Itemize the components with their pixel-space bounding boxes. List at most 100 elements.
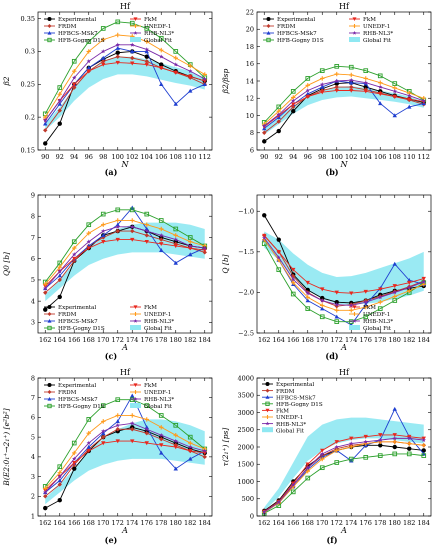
caption-a: (a) [104, 167, 118, 177]
y-tick-label: 6 [250, 146, 254, 154]
point-gogny [290, 489, 296, 495]
x-tick-label: 172 [112, 519, 124, 527]
point-fam [101, 239, 106, 244]
point-rhb [159, 54, 164, 59]
point-fam [173, 70, 178, 75]
point-experimental [115, 50, 120, 55]
legend-marker-unedf [352, 24, 357, 28]
legend-marker-unedf [133, 390, 138, 394]
point-unedf [349, 72, 354, 78]
x-tick-label: 164 [273, 519, 285, 527]
point-rhb [421, 279, 426, 284]
point-rhb [202, 76, 207, 81]
point-frdm [173, 241, 178, 247]
point-unedf [159, 47, 164, 53]
series-line-fam [44, 239, 205, 287]
point-gogny [57, 85, 63, 90]
point-rhb [276, 112, 281, 117]
chart-title: Hf [339, 2, 350, 11]
legend-marker-experimental [47, 305, 52, 309]
legend-swatch-global [349, 37, 360, 42]
point-rhb [291, 98, 296, 103]
legend-label-fam: FkM [144, 383, 157, 389]
series-line-fam [44, 440, 205, 491]
legend-label-hfbcs: HFBCS-MSk7 [58, 319, 98, 325]
x-tick-label: 94 [70, 153, 78, 161]
point-unedf [188, 239, 193, 244]
x-tick-label: 112 [418, 153, 430, 161]
point-rhb [305, 290, 310, 296]
x-tick-label: 180 [389, 519, 401, 527]
point-gogny [363, 68, 369, 73]
y-tick-label: 9 [31, 191, 35, 199]
point-rhb [130, 224, 135, 229]
point-unedf [130, 218, 135, 223]
point-rhb [57, 98, 62, 103]
x-tick-label: 180 [170, 519, 182, 527]
point-gogny [305, 76, 311, 81]
point-hfbcs [115, 222, 120, 227]
point-rhb [262, 235, 267, 240]
caption-b: (b) [325, 167, 339, 177]
legend-marker-unedf [133, 312, 138, 316]
point-unedf [144, 417, 149, 422]
point-rhb [392, 290, 397, 295]
point-fam [159, 443, 164, 448]
legend-label-experimental: Experimental [276, 382, 314, 388]
point-gogny [57, 464, 63, 470]
x-tick-label: 178 [155, 519, 167, 527]
point-rhb [262, 123, 267, 128]
point-frdm [202, 454, 207, 460]
y-tick-label: 4 [31, 297, 35, 305]
series-line-gogny [44, 21, 206, 115]
point-fam [159, 66, 164, 71]
point-gogny [348, 456, 354, 462]
y-tick-label: 2000 [237, 443, 254, 451]
point-hfbcs [86, 444, 91, 449]
point-fam [188, 449, 193, 454]
point-unedf [115, 32, 120, 38]
x-tick-label: 102 [345, 153, 357, 161]
point-fam [130, 237, 135, 242]
legend-marker-unedf [265, 415, 270, 419]
point-rhb [173, 438, 178, 443]
x-tick-label: 180 [170, 336, 182, 344]
point-hfbcs [159, 450, 164, 455]
y-tick-label: 1500 [237, 461, 254, 469]
point-experimental [57, 121, 62, 126]
legend-marker-experimental [266, 17, 271, 21]
point-unedf [86, 49, 91, 54]
legend-label-gogny: HFB-Gogny D1S [276, 402, 323, 408]
legend-label-rhb: RHB-NL3* [144, 319, 174, 325]
x-tick-label: 92 [275, 153, 283, 161]
point-frdm [144, 59, 149, 64]
point-fam [188, 74, 193, 79]
point-hfbcs [115, 419, 120, 424]
y-tick-label: 6 [31, 414, 35, 422]
point-rhb [43, 490, 48, 495]
point-rhb [130, 42, 135, 47]
legend-label-unedf: UNEDF-1 [363, 24, 390, 30]
series-line-rhb [44, 44, 205, 121]
point-gogny [319, 314, 325, 320]
x-axis-label: A [121, 526, 128, 535]
point-rhb [407, 93, 412, 98]
point-frdm [57, 108, 62, 113]
y-tick-label: 1 [31, 512, 35, 520]
legend-marker-frdm [47, 312, 52, 316]
point-hfbcs [57, 478, 62, 483]
point-gogny [129, 207, 135, 213]
point-unedf [86, 231, 91, 236]
point-frdm [57, 482, 62, 487]
point-unedf [349, 444, 354, 450]
series-line-experimental [263, 82, 424, 142]
y-tick-label: 16 [246, 60, 254, 68]
panel-e: Hf 162 164 166 168 170 172 174 176 178 180 182 184 1 2… [0, 366, 219, 549]
x-tick-label: 90 [260, 153, 268, 161]
x-tick-label: 106 [374, 153, 386, 161]
global-fit-band [264, 86, 424, 135]
x-tick-label: 108 [389, 153, 401, 161]
point-rhb [349, 303, 354, 308]
point-rhb [421, 98, 426, 103]
point-unedf [115, 413, 120, 418]
